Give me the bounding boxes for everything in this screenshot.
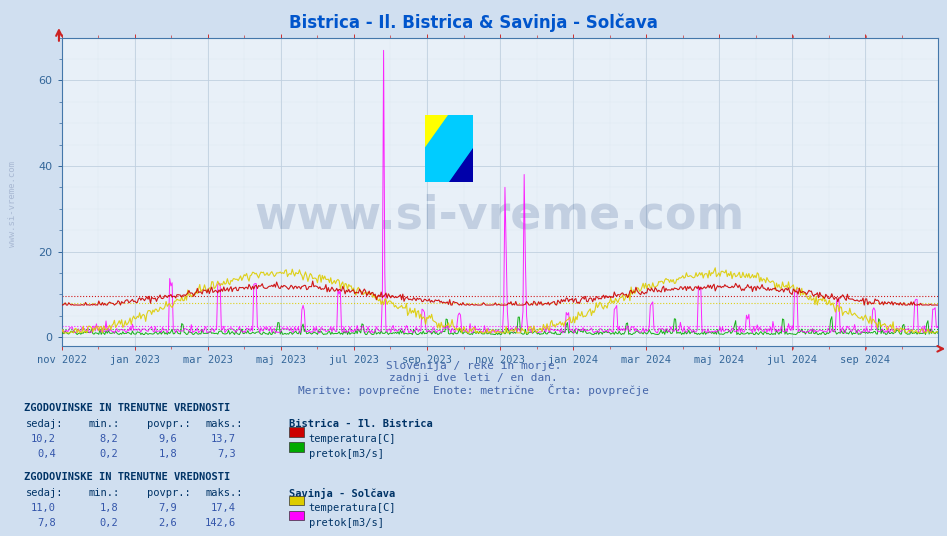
Text: maks.:: maks.: bbox=[205, 488, 243, 498]
Text: sedaj:: sedaj: bbox=[26, 488, 63, 498]
Text: 142,6: 142,6 bbox=[205, 518, 236, 528]
Text: 0,2: 0,2 bbox=[99, 518, 118, 528]
Text: povpr.:: povpr.: bbox=[147, 488, 190, 498]
Text: 9,6: 9,6 bbox=[158, 434, 177, 444]
Text: 8,2: 8,2 bbox=[99, 434, 118, 444]
Text: Savinja - Solčava: Savinja - Solčava bbox=[289, 488, 395, 499]
Text: Slovenija / reke in morje.: Slovenija / reke in morje. bbox=[385, 361, 562, 371]
Text: pretok[m3/s]: pretok[m3/s] bbox=[309, 449, 384, 459]
Text: www.si-vreme.com: www.si-vreme.com bbox=[8, 161, 17, 247]
Text: 1,8: 1,8 bbox=[158, 449, 177, 459]
Text: 11,0: 11,0 bbox=[31, 503, 56, 513]
Text: pretok[m3/s]: pretok[m3/s] bbox=[309, 518, 384, 528]
Text: 0,4: 0,4 bbox=[37, 449, 56, 459]
Text: maks.:: maks.: bbox=[205, 419, 243, 429]
Text: 0,2: 0,2 bbox=[99, 449, 118, 459]
Text: sedaj:: sedaj: bbox=[26, 419, 63, 429]
Text: ZGODOVINSKE IN TRENUTNE VREDNOSTI: ZGODOVINSKE IN TRENUTNE VREDNOSTI bbox=[24, 403, 230, 413]
Text: zadnji dve leti / en dan.: zadnji dve leti / en dan. bbox=[389, 373, 558, 383]
Text: 7,9: 7,9 bbox=[158, 503, 177, 513]
Text: min.:: min.: bbox=[88, 419, 119, 429]
Text: min.:: min.: bbox=[88, 488, 119, 498]
Text: 7,8: 7,8 bbox=[37, 518, 56, 528]
Text: Bistrica - Il. Bistrica: Bistrica - Il. Bistrica bbox=[289, 419, 433, 429]
Text: temperatura[C]: temperatura[C] bbox=[309, 503, 396, 513]
Text: temperatura[C]: temperatura[C] bbox=[309, 434, 396, 444]
Text: 17,4: 17,4 bbox=[211, 503, 236, 513]
Text: 2,6: 2,6 bbox=[158, 518, 177, 528]
Text: Meritve: povprečne  Enote: metrične  Črta: povprečje: Meritve: povprečne Enote: metrične Črta:… bbox=[298, 384, 649, 396]
Text: www.si-vreme.com: www.si-vreme.com bbox=[255, 194, 744, 239]
Text: Bistrica - Il. Bistrica & Savinja - Solčava: Bistrica - Il. Bistrica & Savinja - Solč… bbox=[289, 13, 658, 32]
Text: 10,2: 10,2 bbox=[31, 434, 56, 444]
Text: povpr.:: povpr.: bbox=[147, 419, 190, 429]
Text: 13,7: 13,7 bbox=[211, 434, 236, 444]
Text: 1,8: 1,8 bbox=[99, 503, 118, 513]
Text: 7,3: 7,3 bbox=[217, 449, 236, 459]
Text: ZGODOVINSKE IN TRENUTNE VREDNOSTI: ZGODOVINSKE IN TRENUTNE VREDNOSTI bbox=[24, 472, 230, 482]
